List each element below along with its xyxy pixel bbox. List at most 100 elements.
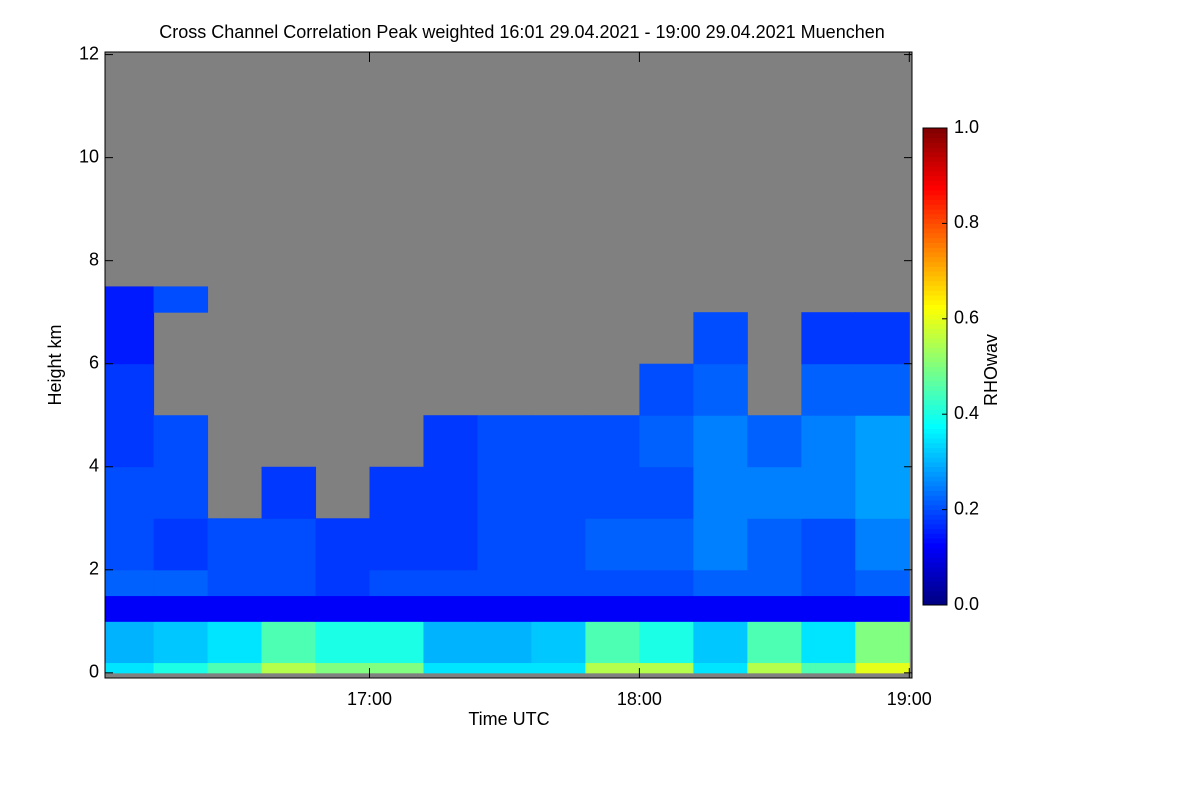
colorbar-tick-label: 0.6 — [954, 308, 979, 328]
heatmap-cell — [207, 518, 263, 571]
colorbar-swatch — [923, 271, 947, 277]
y-tick-label: 2 — [89, 559, 99, 579]
heatmap-cell — [801, 415, 856, 468]
colorbar-swatch — [923, 337, 947, 344]
colorbar-swatch — [923, 519, 947, 525]
heatmap-cell — [369, 569, 424, 597]
heatmap-cell — [639, 569, 694, 597]
heatmap-cell — [531, 569, 586, 597]
heatmap-cell — [105, 662, 155, 674]
colorbar-swatch — [923, 342, 947, 348]
heatmap-cell — [477, 621, 532, 664]
colorbar-swatch — [923, 390, 947, 396]
colorbar-swatch — [923, 261, 947, 267]
heatmap-cell — [693, 662, 748, 674]
colorbar-swatch — [923, 490, 947, 496]
heatmap-cell — [855, 363, 910, 416]
colorbar-swatch — [923, 266, 947, 272]
heatmap-cell — [801, 569, 856, 597]
colorbar-swatch — [923, 452, 947, 458]
colorbar-swatch — [923, 252, 947, 258]
colorbar-swatch — [923, 314, 947, 320]
heatmap-cell — [531, 662, 586, 674]
colorbar-swatch — [923, 161, 947, 167]
heatmap-cell — [855, 595, 910, 622]
colorbar-swatch — [923, 294, 947, 301]
heatmap-cell — [693, 415, 748, 468]
x-tick-label: 18:00 — [617, 689, 662, 709]
heatmap-cell — [261, 466, 317, 519]
heatmap-cell — [801, 595, 856, 622]
x-tick-label: 19:00 — [887, 689, 932, 709]
heatmap-cell — [477, 595, 532, 622]
heatmap-cell — [531, 621, 586, 664]
heatmap-cell — [585, 621, 640, 664]
colorbar-swatch — [923, 194, 947, 201]
colorbar-swatch — [923, 128, 947, 134]
heatmap-cell — [261, 595, 317, 622]
heatmap-cell — [639, 466, 694, 519]
colorbar-swatch — [923, 376, 947, 382]
heatmap-cell — [105, 415, 155, 468]
colorbar-swatch — [923, 480, 947, 487]
colorbar-swatch — [923, 170, 947, 177]
heatmap-cell — [105, 569, 155, 597]
colorbar-swatch — [923, 528, 947, 534]
heatmap-cell — [207, 621, 263, 664]
colorbar-swatch — [923, 280, 947, 286]
colorbar-swatch — [923, 213, 947, 220]
colorbar-swatch — [923, 223, 947, 229]
colorbar-swatch — [923, 275, 947, 282]
heatmap-cell — [693, 312, 748, 365]
heatmap-cell — [531, 466, 586, 519]
colorbar-swatch — [923, 438, 947, 444]
y-axis-label: Height km — [45, 324, 65, 405]
colorbar-swatch — [923, 395, 947, 401]
heatmap-cell — [639, 595, 694, 622]
heatmap-cell — [207, 662, 263, 674]
heatmap-cell — [747, 466, 802, 519]
y-tick-label: 8 — [89, 249, 99, 269]
heatmap-cell — [639, 662, 694, 674]
heatmap-cell — [207, 595, 263, 622]
heatmap-cell — [153, 415, 209, 468]
colorbar-swatch — [923, 461, 947, 468]
colorbar-swatch — [923, 199, 947, 205]
heatmap-cell — [369, 518, 424, 571]
colorbar-swatch — [923, 147, 947, 153]
colorbar-swatch — [923, 514, 947, 520]
colorbar-swatch — [923, 137, 947, 143]
colorbar-swatch — [923, 304, 947, 310]
heatmap-cell — [315, 518, 371, 571]
y-tick-label: 0 — [89, 662, 99, 682]
x-tick-label: 17:00 — [347, 689, 392, 709]
colorbar-swatch — [923, 299, 947, 305]
heatmap-cell — [423, 466, 478, 519]
colorbar-swatch — [923, 581, 947, 587]
heatmap-cell — [105, 312, 155, 365]
y-tick-label: 6 — [89, 352, 99, 372]
heatmap-cell — [693, 569, 748, 597]
colorbar-swatch — [923, 142, 947, 148]
heatmap-cell — [531, 415, 586, 468]
colorbar-swatch — [923, 232, 947, 239]
heatmap-cell — [105, 363, 155, 416]
heatmap-cell — [153, 595, 209, 622]
colorbar-tick-label: 0.8 — [954, 212, 979, 232]
heatmap-cell — [477, 466, 532, 519]
colorbar-swatch — [923, 204, 947, 210]
heatmap-cell — [585, 466, 640, 519]
heatmap-cell — [855, 312, 910, 365]
colorbar-tick-label: 0.0 — [954, 594, 979, 614]
colorbar-tick-label: 0.2 — [954, 498, 979, 518]
colorbar-swatch — [923, 309, 947, 315]
heatmap-cell — [153, 662, 209, 674]
heatmap-cell — [207, 569, 263, 597]
colorbar-swatch — [923, 132, 947, 139]
colorbar-swatch — [923, 523, 947, 530]
colorbar-swatch — [923, 323, 947, 329]
heatmap-cell — [801, 621, 856, 664]
heatmap-cell — [747, 518, 802, 571]
heatmap-cell — [423, 621, 478, 664]
